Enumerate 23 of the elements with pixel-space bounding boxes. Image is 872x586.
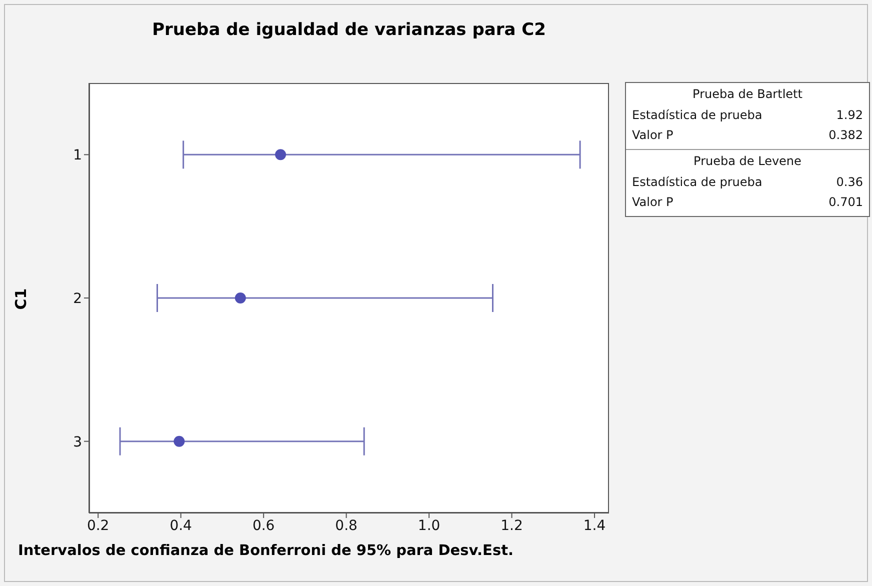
x-axis-title: Intervalos de confianza de Bonferroni de 95% para Desv.Est. (18, 543, 514, 559)
x-tick-label: 1.4 (583, 518, 606, 534)
y-tick-label: 3 (73, 434, 82, 450)
chart-title: Prueba de igualdad de varianzas para C2 (151, 20, 547, 40)
text: Estadística de prueba (632, 174, 762, 191)
y-axis-title: C1 (12, 287, 30, 312)
text: Estadística de prueba (632, 107, 762, 124)
x-tick-label: 1.0 (418, 518, 440, 534)
text: Prueba de Levene (692, 154, 802, 168)
text: Valor P (632, 127, 674, 144)
text: 0.382 (828, 127, 863, 144)
text: Valor P (632, 194, 674, 211)
text: 1.92 (836, 107, 863, 124)
y-tick-label: 1 (73, 148, 82, 164)
x-tick-label: 0.6 (252, 518, 275, 534)
text: Prueba de Bartlett (692, 87, 804, 101)
x-tick-label: 0.4 (170, 518, 192, 534)
x-tick-label: 0.8 (335, 518, 358, 534)
y-tick-label: 2 (73, 290, 82, 307)
text: 0.36 (836, 174, 863, 191)
x-tick-label: 1.2 (500, 518, 523, 534)
text: 0.701 (828, 194, 863, 211)
x-tick-label: 0.2 (86, 518, 110, 534)
